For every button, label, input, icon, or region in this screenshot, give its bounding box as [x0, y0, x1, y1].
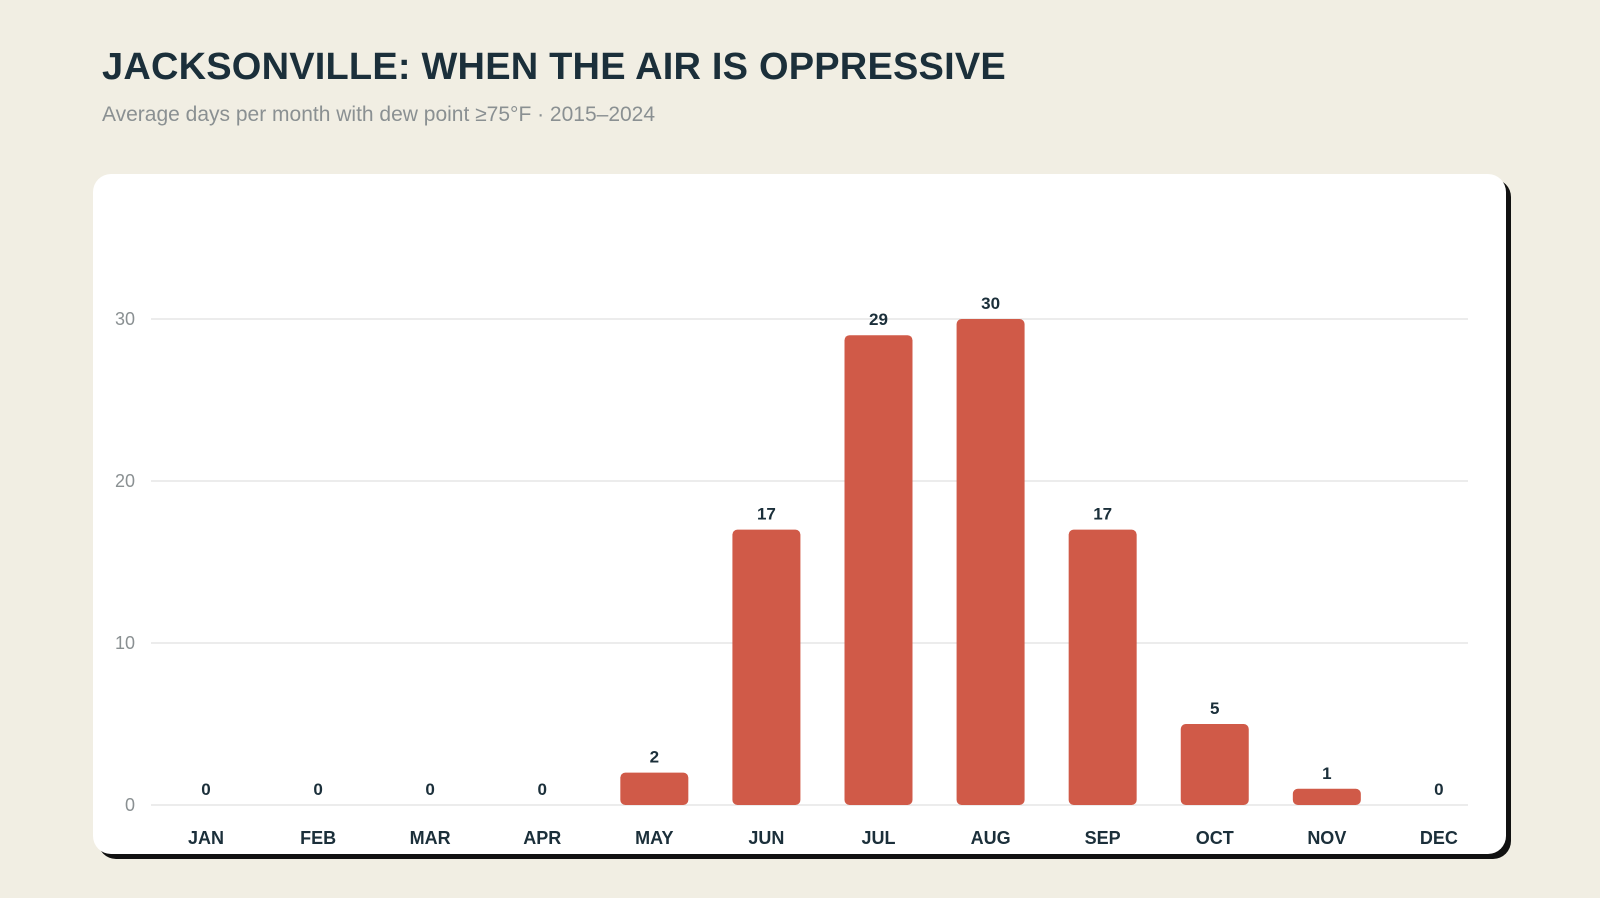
chart-header: JACKSONVILLE: WHEN THE AIR IS OPPRESSIVE…: [102, 46, 1006, 127]
data-label: 0: [1434, 780, 1443, 799]
bar-jul: [844, 335, 913, 805]
data-label: 17: [1093, 505, 1112, 524]
x-tick-label: JAN: [188, 828, 224, 848]
data-label: 29: [869, 310, 888, 329]
x-tick-label: MAY: [635, 828, 673, 848]
x-tick-label: AUG: [971, 828, 1011, 848]
data-label: 17: [757, 505, 776, 524]
x-tick-label: FEB: [300, 828, 336, 848]
bar-aug: [956, 319, 1025, 805]
bar-jun: [732, 529, 801, 805]
data-label: 5: [1210, 699, 1219, 718]
x-tick-label: SEP: [1085, 828, 1121, 848]
bar-sep: [1068, 529, 1137, 805]
data-label: 2: [650, 748, 659, 767]
data-label: 0: [201, 780, 210, 799]
x-tick-label: DEC: [1420, 828, 1458, 848]
y-tick-label: 0: [125, 795, 135, 815]
bar-may: [620, 772, 689, 805]
x-tick-label: JUL: [861, 828, 895, 848]
x-tick-label: MAR: [410, 828, 451, 848]
y-tick-label: 10: [115, 633, 135, 653]
x-tick-label: OCT: [1196, 828, 1234, 848]
bar-nov: [1292, 788, 1361, 805]
data-label: 0: [425, 780, 434, 799]
data-label: 30: [981, 294, 1000, 313]
data-label: 0: [538, 780, 547, 799]
y-tick-label: 20: [115, 471, 135, 491]
x-tick-label: APR: [523, 828, 561, 848]
bar-oct: [1180, 724, 1249, 805]
chart-subtitle: Average days per month with dew point ≥7…: [102, 103, 656, 126]
chart-card: 0 10 20 30 0 JAN 0 FEB 0 MAR 0 APR 2 MAY 17 JUN 29 JUL 30 A…: [93, 174, 1506, 854]
chart-title: JACKSONVILLE: WHEN THE AIR IS OPPRESSIVE: [102, 46, 1006, 88]
y-tick-label: 30: [115, 309, 135, 329]
data-label: 0: [313, 780, 322, 799]
bar-chart: 01020300JAN0FEB0MAR0APR2MAY17JUN29JUL30A…: [115, 294, 1468, 848]
x-tick-label: JUN: [748, 828, 784, 848]
x-tick-label: NOV: [1307, 828, 1346, 848]
data-label: 1: [1322, 764, 1331, 783]
